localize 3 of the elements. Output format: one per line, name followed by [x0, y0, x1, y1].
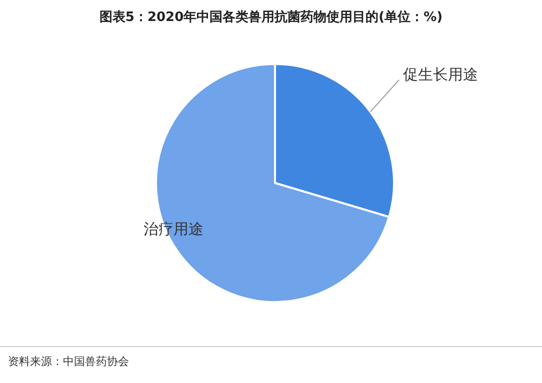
chart-title: 图表5：2020年中国各类兽用抗菌药物使用目的(单位：%) — [98, 9, 444, 26]
text: 资料来源：中国兽药协会 — [8, 354, 129, 369]
slice-label: 促生长用途 — [403, 66, 478, 84]
